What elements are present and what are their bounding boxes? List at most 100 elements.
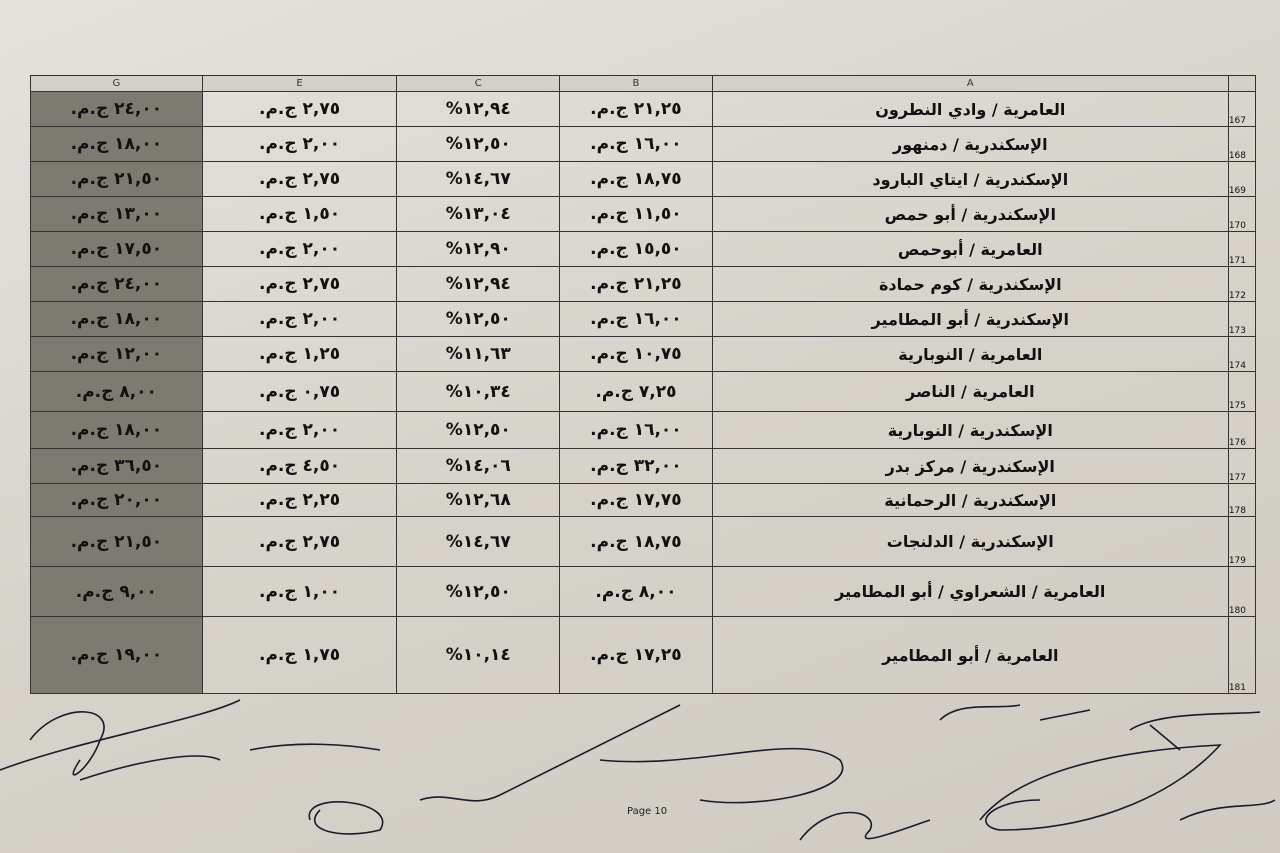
cell-total-fare: ١٣,٠٠ ج.م. bbox=[30, 196, 203, 232]
cell-total-fare: ٢٠,٠٠ ج.م. bbox=[30, 483, 203, 517]
old-fare-text: ٢١,٢٥ ج.م. bbox=[590, 99, 682, 119]
signature-5 bbox=[939, 704, 1261, 751]
cell-total-fare: ١٨,٠٠ ج.م. bbox=[30, 126, 203, 162]
cell-increase-amount: ٢,٧٥ ج.م. bbox=[201, 161, 398, 197]
increase-amount-text: ٢,٧٥ ج.م. bbox=[259, 274, 341, 294]
total-fare-text: ١٧,٥٠ ج.م. bbox=[70, 239, 163, 259]
cell-increase-amount: ١,٧٥ ج.م. bbox=[201, 616, 398, 694]
cell-old-fare: ١٨,٧٥ ج.م. bbox=[559, 161, 713, 197]
row-number-text: 179 bbox=[1228, 556, 1247, 566]
cell-route-name: الإسكندرية / كوم حمادة bbox=[711, 266, 1229, 302]
old-fare-text: ٢١,٢٥ ج.م. bbox=[590, 274, 682, 294]
cell-total-fare: ١٨,٠٠ ج.م. bbox=[30, 411, 203, 449]
row-number-text: 175 bbox=[1228, 401, 1247, 411]
old-fare-text: ١٦,٠٠ ج.م. bbox=[590, 134, 682, 154]
increase-amount-text: ١,٢٥ ج.م. bbox=[259, 344, 341, 364]
signature-1 bbox=[0, 699, 381, 781]
table-row: ٣٦,٥٠ ج.م. ٤,٥٠ ج.م. ١٤,٠٦% ٣٢,٠٠ ج.م. الإسك… bbox=[30, 448, 1257, 484]
cell-total-fare: ٢١,٥٠ ج.م. bbox=[30, 161, 203, 197]
route-name-text: الإسكندرية / أبو المطامير bbox=[871, 309, 1069, 329]
row-number-text: 177 bbox=[1228, 473, 1247, 483]
old-fare-text: ١٠,٧٥ ج.م. bbox=[590, 344, 682, 364]
cell-total-fare: ١٩,٠٠ ج.م. bbox=[30, 616, 203, 694]
signature-3 bbox=[499, 704, 844, 804]
row-number-text: 172 bbox=[1228, 291, 1247, 301]
route-name-text: العامرية / أبوحمص bbox=[897, 239, 1043, 259]
increase-amount-text: ٢,٧٥ ج.م. bbox=[259, 531, 341, 552]
row-number-text: 168 bbox=[1228, 151, 1247, 161]
old-fare-text: ١٧,٧٥ ج.م. bbox=[590, 490, 682, 510]
row-number-text: 180 bbox=[1228, 606, 1247, 616]
cell-row-number: 181 bbox=[1227, 616, 1257, 694]
cell-total-fare: ١٢,٠٠ ج.م. bbox=[30, 336, 203, 372]
cell-increase-percent: ١٢,٥٠% bbox=[396, 126, 561, 162]
increase-percent-text: ١٠,١٤% bbox=[445, 645, 511, 665]
increase-amount-text: ١,٧٥ ج.م. bbox=[259, 645, 341, 665]
cell-row-number: 172 bbox=[1227, 266, 1257, 302]
cell-row-number: 171 bbox=[1227, 231, 1257, 267]
cell-increase-percent: ١١,٦٣% bbox=[396, 336, 561, 372]
row-number-text: 173 bbox=[1228, 326, 1247, 336]
old-fare-text: ١١,٥٠ ج.م. bbox=[590, 204, 682, 224]
route-name-text: الإسكندرية / ايتاي البارود bbox=[872, 169, 1069, 189]
row-number-header bbox=[1227, 75, 1257, 92]
cell-route-name: العامرية / النوبارية bbox=[711, 336, 1229, 372]
total-fare-text: ٩,٠٠ ج.م. bbox=[75, 581, 157, 602]
increase-amount-text: ٤,٥٠ ج.م. bbox=[259, 456, 341, 476]
total-fare-text: ٢١,٥٠ ج.م. bbox=[70, 531, 163, 552]
table-row: ١٧,٥٠ ج.م. ٢,٠٠ ج.م. ١٢,٩٠% ١٥,٥٠ ج.م. العام… bbox=[30, 231, 1257, 267]
increase-amount-text: ٠,٧٥ ج.م. bbox=[259, 381, 341, 402]
table-row: ١٩,٠٠ ج.م. ١,٧٥ ج.م. ١٠,١٤% ١٧,٢٥ ج.م. العام… bbox=[30, 616, 1257, 694]
cell-increase-amount: ٢,٠٠ ج.م. bbox=[201, 126, 398, 162]
total-fare-text: ٢١,٥٠ ج.م. bbox=[70, 169, 163, 189]
increase-amount-text: ٢,٧٥ ج.م. bbox=[259, 99, 341, 119]
cell-old-fare: ١٦,٠٠ ج.م. bbox=[559, 411, 713, 449]
column-header-a: A bbox=[711, 75, 1229, 92]
cell-total-fare: ١٧,٥٠ ج.م. bbox=[30, 231, 203, 267]
cell-increase-percent: ١٤,٦٧% bbox=[396, 161, 561, 197]
old-fare-text: ١٨,٧٥ ج.م. bbox=[590, 169, 682, 189]
cell-increase-amount: ٢,٧٥ ج.م. bbox=[201, 266, 398, 302]
cell-row-number: 176 bbox=[1227, 411, 1257, 449]
cell-row-number: 180 bbox=[1227, 566, 1257, 617]
old-fare-text: ١٥,٥٠ ج.م. bbox=[590, 239, 682, 259]
row-number-text: 181 bbox=[1228, 683, 1247, 693]
total-fare-text: ١٨,٠٠ ج.م. bbox=[70, 134, 163, 154]
cell-row-number: 173 bbox=[1227, 301, 1257, 337]
total-fare-text: ١٣,٠٠ ج.م. bbox=[70, 204, 163, 224]
total-fare-text: ٢٤,٠٠ ج.م. bbox=[70, 99, 163, 119]
cell-increase-percent: ١٤,٦٧% bbox=[396, 516, 561, 567]
cell-total-fare: ٢٤,٠٠ ج.م. bbox=[30, 266, 203, 302]
cell-row-number: 168 bbox=[1227, 126, 1257, 162]
table-row: ١٨,٠٠ ج.م. ٢,٠٠ ج.م. ١٢,٥٠% ١٦,٠٠ ج.م. الإسك… bbox=[30, 126, 1257, 162]
cell-old-fare: ١٦,٠٠ ج.م. bbox=[559, 126, 713, 162]
row-number-text: 169 bbox=[1228, 186, 1247, 196]
increase-percent-text: ١٢,٥٠% bbox=[445, 581, 511, 602]
route-name-text: الإسكندرية / النوبارية bbox=[887, 420, 1053, 440]
total-fare-text: ٢٤,٠٠ ج.م. bbox=[70, 274, 163, 294]
cell-route-name: الإسكندرية / الرحمانية bbox=[711, 483, 1229, 517]
row-number-text: 178 bbox=[1228, 506, 1247, 516]
old-fare-text: ١٨,٧٥ ج.م. bbox=[590, 531, 682, 552]
cell-row-number: 178 bbox=[1227, 483, 1257, 517]
increase-percent-text: ١١,٦٣% bbox=[445, 344, 511, 364]
cell-old-fare: ٢١,٢٥ ج.م. bbox=[559, 91, 713, 127]
table-row: ١٨,٠٠ ج.م. ٢,٠٠ ج.م. ١٢,٥٠% ١٦,٠٠ ج.م. الإسك… bbox=[30, 411, 1257, 449]
cell-increase-percent: ١٢,٥٠% bbox=[396, 301, 561, 337]
increase-percent-text: ١٤,٦٧% bbox=[445, 169, 511, 189]
cell-total-fare: ٣٦,٥٠ ج.م. bbox=[30, 448, 203, 484]
total-fare-text: ٢٠,٠٠ ج.م. bbox=[70, 490, 163, 510]
cell-increase-percent: ١٠,١٤% bbox=[396, 616, 561, 694]
cell-row-number: 169 bbox=[1227, 161, 1257, 197]
increase-percent-text: ١٢,٥٠% bbox=[445, 134, 511, 154]
increase-percent-text: ١٢,٥٠% bbox=[445, 420, 511, 440]
route-name-text: العامرية / وادي النطرون bbox=[875, 99, 1066, 119]
cell-increase-percent: ١٢,٥٠% bbox=[396, 566, 561, 617]
old-fare-text: ٧,٢٥ ج.م. bbox=[595, 381, 677, 402]
cell-route-name: العامرية / أبوحمص bbox=[711, 231, 1229, 267]
route-name-text: الإسكندرية / دمنهور bbox=[892, 134, 1048, 154]
cell-total-fare: ٩,٠٠ ج.م. bbox=[30, 566, 203, 617]
old-fare-text: ١٧,٢٥ ج.م. bbox=[590, 645, 682, 665]
cell-route-name: العامرية / الشعراوي / أبو المطامير bbox=[711, 566, 1229, 617]
table-row: ١٣,٠٠ ج.م. ١,٥٠ ج.م. ١٣,٠٤% ١١,٥٠ ج.م. الإسك… bbox=[30, 196, 1257, 232]
